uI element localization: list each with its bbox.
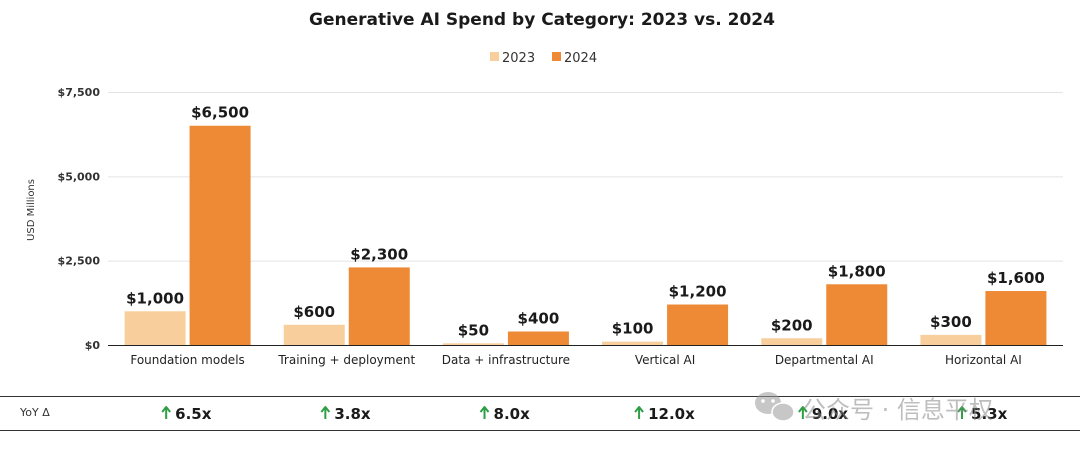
bar-2024 xyxy=(348,267,410,345)
y-axis-label: USD Millions xyxy=(26,179,37,241)
x-tick-label: Vertical AI xyxy=(635,353,695,367)
growth-multiplier: 12.0x xyxy=(648,405,695,423)
data-label: $1,000 xyxy=(126,289,184,307)
x-tick-label: Horizontal AI xyxy=(945,353,1022,367)
bar-2024 xyxy=(826,284,888,345)
growth-value: 6.5x xyxy=(161,405,212,423)
legend-swatch-2023 xyxy=(490,52,499,61)
x-tick-label: Training + deployment xyxy=(277,353,415,367)
up-arrow-head xyxy=(161,406,171,413)
up-arrow-head xyxy=(798,406,808,413)
y-tick-label: $2,500 xyxy=(58,255,101,268)
watermark: 公众号 · 信息平权 xyxy=(755,392,993,424)
legend-label-2024: 2024 xyxy=(564,51,597,66)
x-tick-label: Foundation models xyxy=(130,353,244,367)
y-tick-label: $5,000 xyxy=(58,170,101,183)
bar-2024 xyxy=(507,331,569,345)
bar-2023 xyxy=(442,343,504,345)
growth-multiplier: 6.5x xyxy=(175,405,212,423)
data-label: $300 xyxy=(930,313,972,331)
growth-value: 5.3x xyxy=(957,405,1008,423)
data-label: $200 xyxy=(771,316,813,334)
bar-2023 xyxy=(283,324,345,345)
legend: 2023 2024 xyxy=(490,51,597,66)
data-label: $6,500 xyxy=(191,104,249,122)
grid xyxy=(108,92,1063,262)
up-arrow-head xyxy=(320,406,331,413)
growth-row: 6.5x 3.8x 8.0x 12.0x 9.0x 5.3x xyxy=(161,405,1008,423)
y-tick-label: $7,500 xyxy=(58,86,101,99)
growth-value: 12.0x xyxy=(634,405,695,423)
watermark-text: 公众号 · 信息平权 xyxy=(802,396,993,424)
data-label: $100 xyxy=(612,320,654,338)
up-arrow-head xyxy=(634,406,644,413)
y-tick-label: $0 xyxy=(85,339,101,352)
bar-2024 xyxy=(667,304,729,345)
growth-multiplier: 3.8x xyxy=(334,405,371,423)
legend-swatch-2024 xyxy=(552,52,561,61)
growth-row-label: YoY Δ xyxy=(19,406,50,419)
legend-label-2023: 2023 xyxy=(502,51,535,66)
data-label: $400 xyxy=(518,310,560,328)
data-label: $1,800 xyxy=(828,262,886,280)
up-arrow-head xyxy=(957,406,967,413)
growth-multiplier: 5.3x xyxy=(971,405,1008,423)
data-label: $2,300 xyxy=(350,245,408,263)
bar-2024 xyxy=(985,291,1047,345)
growth-value: 3.8x xyxy=(320,405,371,423)
data-label: $600 xyxy=(293,303,335,321)
data-label: $50 xyxy=(458,321,489,339)
wechat-icon xyxy=(755,392,795,422)
bars: $1,000 $6,500 $600 $2,300 $50 $400 $100 $1,200 $… xyxy=(124,104,1047,345)
bar-2023 xyxy=(602,341,664,345)
data-label: $1,200 xyxy=(669,283,727,301)
data-label: $1,600 xyxy=(987,269,1045,287)
y-axis-ticks: $0 $2,500 $5,000 $7,500 xyxy=(58,86,101,352)
x-tick-label: Departmental AI xyxy=(775,353,874,367)
bar-2023 xyxy=(920,334,982,345)
chart-title: Generative AI Spend by Category: 2023 vs… xyxy=(309,10,775,30)
growth-multiplier: 8.0x xyxy=(494,405,531,423)
bar-2023 xyxy=(124,311,186,345)
bar-2023 xyxy=(761,338,823,345)
bar-2024 xyxy=(189,125,251,345)
x-tick-label: Data + infrastructure xyxy=(442,353,570,367)
growth-value: 9.0x xyxy=(798,405,849,423)
x-axis-labels: Foundation models Training + deployment Da… xyxy=(130,353,1021,367)
up-arrow-head xyxy=(479,406,490,413)
growth-multiplier: 9.0x xyxy=(812,405,849,423)
growth-value: 8.0x xyxy=(479,405,531,423)
